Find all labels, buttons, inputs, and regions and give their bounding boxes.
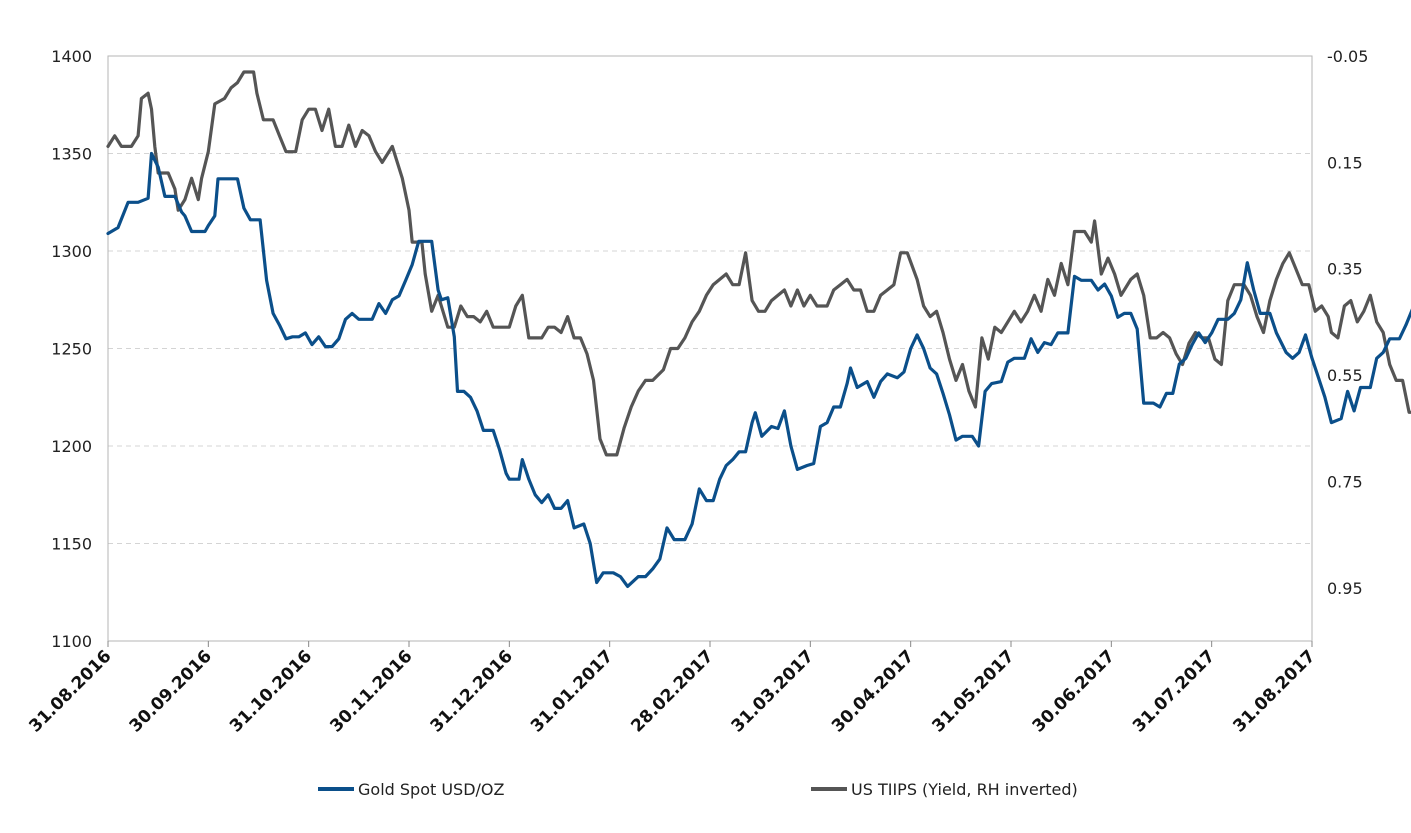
right-tick-label: 0.15	[1327, 153, 1363, 172]
left-tick-label: 1350	[51, 145, 92, 164]
left-tick-label: 1250	[51, 340, 92, 359]
left-tick-label: 1400	[51, 47, 92, 66]
grid	[108, 153, 1312, 544]
legend-label: US TIIPS (Yield, RH inverted)	[851, 780, 1078, 799]
series-layer	[106, 70, 1411, 589]
right-tick-label: -0.05	[1327, 47, 1368, 66]
legend-label: Gold Spot USD/OZ	[358, 780, 505, 799]
legend: Gold Spot USD/OZ US TIIPS (Yield, RH inve…	[318, 780, 1078, 799]
left-tick-label: 1200	[51, 437, 92, 456]
series-line-gold	[106, 151, 1411, 589]
right-tick-label: 0.35	[1327, 260, 1363, 279]
left-tick-label: 1150	[51, 535, 92, 554]
left-tick-label: 1100	[51, 632, 92, 651]
right-tick-label: 0.95	[1327, 579, 1363, 598]
left-axis: 1400 1350 1300 1250 1200 1150 1100	[51, 47, 92, 651]
left-tick-label: 1300	[51, 242, 92, 261]
right-tick-label: 0.55	[1327, 366, 1363, 385]
right-tick-label: 0.75	[1327, 472, 1363, 491]
series-line-tiips	[106, 70, 1411, 457]
right-axis: -0.05 0.15 0.35 0.55 0.75 0.95	[1327, 47, 1368, 598]
